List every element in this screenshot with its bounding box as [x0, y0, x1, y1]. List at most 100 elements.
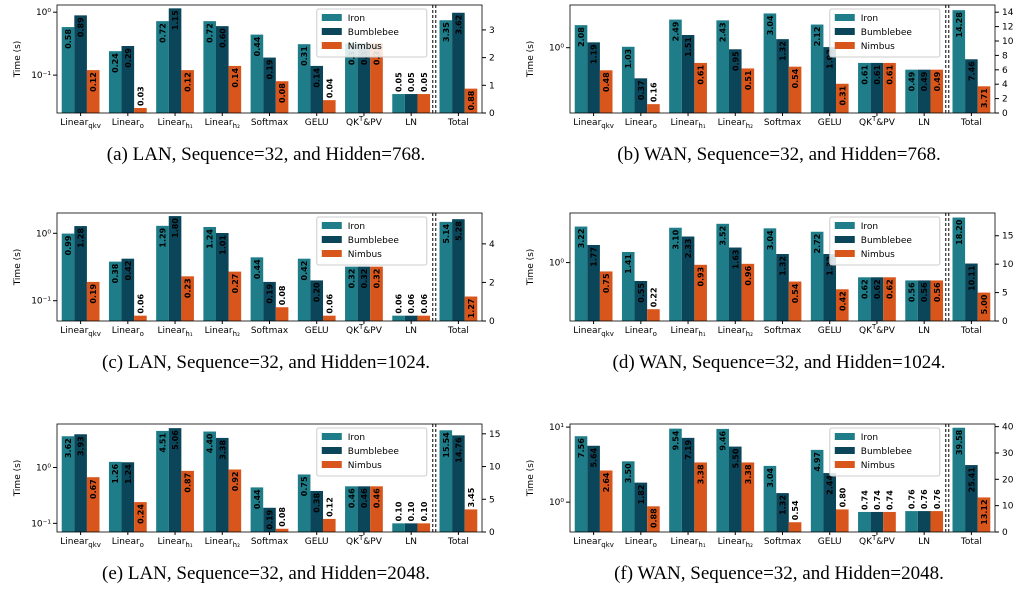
category-sub: qkv	[88, 122, 101, 130]
legend-label: Bumblebee	[348, 236, 400, 246]
x-tick-label: QKT&PV	[346, 323, 383, 336]
value-label: 0.29	[124, 48, 133, 68]
bar	[181, 276, 194, 321]
legend-swatch	[321, 28, 342, 35]
bar	[392, 94, 405, 113]
bar	[323, 315, 336, 321]
bar	[883, 62, 896, 113]
bar	[228, 65, 242, 113]
value-label: 0.05	[407, 72, 416, 92]
category-sub: qkv	[601, 330, 614, 338]
category-text: Linear	[625, 537, 653, 547]
legend-box	[829, 216, 941, 266]
value-label: 3.45	[467, 487, 476, 507]
bar	[599, 70, 613, 113]
value-label: 0.87	[184, 473, 193, 493]
bar	[215, 26, 229, 113]
value-label: 0.56	[920, 282, 929, 302]
value-label: 5.06	[171, 430, 180, 450]
bar	[917, 69, 931, 113]
category-tail: &PV	[363, 537, 382, 547]
legend-label: Bumblebee	[861, 28, 913, 38]
total-bar	[452, 435, 465, 532]
x-tick-label: Total	[447, 537, 469, 547]
bar	[134, 315, 147, 321]
x-tick-label: Total	[960, 118, 982, 128]
value-label: 0.72	[158, 23, 167, 43]
category-text: QK	[859, 118, 873, 128]
bar	[810, 24, 824, 113]
caption: (b) WAN, Sequence=32, and Hidden=768.	[617, 144, 940, 165]
x-tick-label: LN	[918, 118, 930, 128]
category-text: LN	[405, 326, 417, 336]
bar	[621, 46, 635, 114]
value-label: 0.49	[933, 71, 942, 91]
bar	[297, 258, 311, 321]
value-label: 9.46	[719, 430, 728, 450]
x-tick-label: Linearh₁	[157, 537, 192, 549]
value-label: 0.74	[886, 490, 895, 510]
legend-box	[316, 216, 428, 266]
x-tick-label: QKT&PV	[859, 115, 896, 128]
x-tick-label: Total	[960, 326, 982, 336]
category-text: Linear	[60, 537, 88, 547]
x-tick-label: Linearh₂	[718, 537, 753, 549]
x-tick-label: QKT&PV	[346, 534, 383, 547]
y2-tick-label: 4	[1002, 80, 1008, 90]
value-label: 1.51	[684, 37, 693, 57]
bar	[741, 462, 755, 532]
value-label: 0.06	[420, 293, 429, 313]
value-label: 0.24	[111, 53, 120, 73]
category-text: Linear	[112, 326, 140, 336]
value-label: 10.11	[967, 265, 976, 291]
total-bar	[464, 88, 478, 113]
value-label: 0.31	[300, 46, 309, 66]
value-label: 0.76	[933, 489, 942, 509]
value-label: 0.12	[89, 72, 98, 92]
bar	[621, 461, 635, 532]
bar	[181, 470, 194, 532]
value-label: 1.26	[111, 463, 120, 483]
value-label: 0.44	[253, 489, 262, 509]
bar	[728, 49, 742, 113]
y2-tick-label: 8	[1002, 51, 1008, 61]
legend-swatch	[321, 461, 342, 468]
bar	[275, 81, 289, 113]
bar	[788, 281, 802, 321]
category-tail: &PV	[363, 326, 382, 336]
value-label: 0.06	[136, 293, 145, 313]
value-label: 0.46	[347, 488, 356, 508]
bar	[108, 461, 122, 532]
category-tail: &PV	[876, 326, 895, 336]
y-tick-label: 10⁰	[36, 463, 51, 473]
bar	[61, 233, 75, 321]
value-label: 0.56	[908, 282, 917, 302]
x-tick-label: Linearh₁	[670, 326, 705, 338]
category-text: Softmax	[251, 118, 289, 128]
bar	[310, 280, 324, 321]
x-tick-label: Linearh₁	[157, 118, 192, 130]
category-text: GELU	[818, 118, 842, 128]
bar	[228, 469, 242, 532]
total-bar	[977, 497, 991, 532]
bar	[357, 486, 371, 532]
bar	[681, 437, 695, 532]
category-sub: qkv	[88, 330, 101, 338]
y2-tick-label: 40	[1002, 423, 1014, 433]
value-label: 0.19	[266, 59, 275, 79]
bar	[263, 507, 276, 532]
bar	[263, 281, 276, 321]
category-text: LN	[405, 537, 417, 547]
x-tick-label: Linearqkv	[573, 118, 614, 130]
bar	[836, 509, 849, 532]
bar	[634, 78, 648, 113]
x-tick-label: Total	[447, 118, 469, 128]
category-text: Softmax	[764, 326, 802, 336]
bar	[370, 43, 383, 113]
value-label: 0.05	[395, 72, 404, 92]
value-label: 0.95	[731, 51, 740, 71]
y-tick-label: 10⁻¹	[31, 71, 51, 81]
value-label: 0.38	[111, 263, 120, 283]
bar	[357, 43, 371, 113]
